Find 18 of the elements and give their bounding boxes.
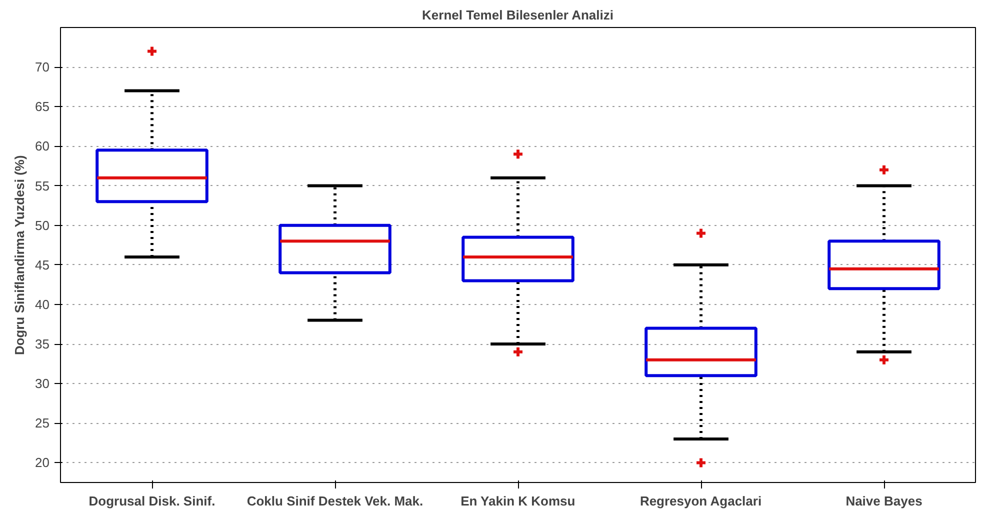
- y-tick-label: 65: [35, 99, 50, 114]
- y-tick-label: 60: [35, 138, 50, 154]
- y-tick-label: 45: [35, 257, 50, 272]
- chart-title: Kernel Temel Bilesenler Analizi: [422, 8, 614, 22]
- y-tick-label: 40: [35, 296, 50, 312]
- y-tick-label: 55: [35, 178, 50, 194]
- x-tick-label: Dogrusal Disk. Sinif.: [88, 494, 216, 508]
- y-tick-label: 25: [35, 416, 50, 431]
- y-tick-label: 30: [35, 376, 50, 392]
- x-tick-label: Naive Bayes: [846, 494, 922, 508]
- y-tick-label: 70: [35, 60, 50, 75]
- x-tick-label: Coklu Sinif Destek Vek. Mak.: [246, 494, 424, 508]
- x-tick-label: En Yakin K Komsu: [460, 494, 576, 508]
- y-tick-label: 35: [35, 336, 50, 352]
- y-tick-label: 20: [35, 455, 50, 470]
- x-tick-label: Regresyon Agaclari: [640, 494, 762, 508]
- y-tick-label: 50: [35, 218, 50, 233]
- y-axis-title: Dogru Siniflandirma Yuzdesi (%): [12, 155, 28, 356]
